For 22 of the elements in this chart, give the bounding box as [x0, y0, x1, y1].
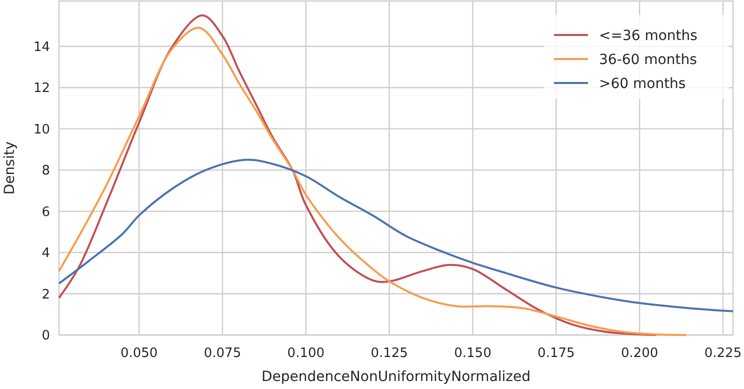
legend-label: 36-60 months — [599, 52, 697, 68]
x-tick-label: 0.100 — [287, 346, 325, 361]
x-tick-label: 0.200 — [620, 346, 658, 361]
y-axis-title: Density — [2, 141, 18, 195]
x-axis-title: DependenceNonUniformityNormalized — [261, 369, 531, 385]
y-tick-label: 14 — [33, 40, 50, 55]
x-tick-label: 0.125 — [370, 346, 408, 361]
legend-label: >60 months — [599, 76, 686, 92]
line-series — [58, 158, 734, 312]
y-tick-label: 10 — [33, 122, 50, 138]
x-tick-label: 0.050 — [120, 346, 158, 361]
x-tick-label: 0.225 — [704, 346, 742, 361]
x-tick-label: 0.075 — [204, 346, 242, 361]
legend-label: <=36 months — [599, 28, 698, 44]
y-tick-label: 12 — [33, 81, 50, 96]
y-tick-label: 6 — [42, 204, 50, 220]
x-tick-label: 0.150 — [454, 346, 492, 361]
y-tick-label: 2 — [42, 287, 50, 302]
y-tick-label: 8 — [42, 164, 50, 179]
y-tick-label: 0 — [42, 328, 50, 344]
y-tick-label: 4 — [42, 246, 50, 262]
x-tick-label: 0.175 — [538, 346, 575, 361]
